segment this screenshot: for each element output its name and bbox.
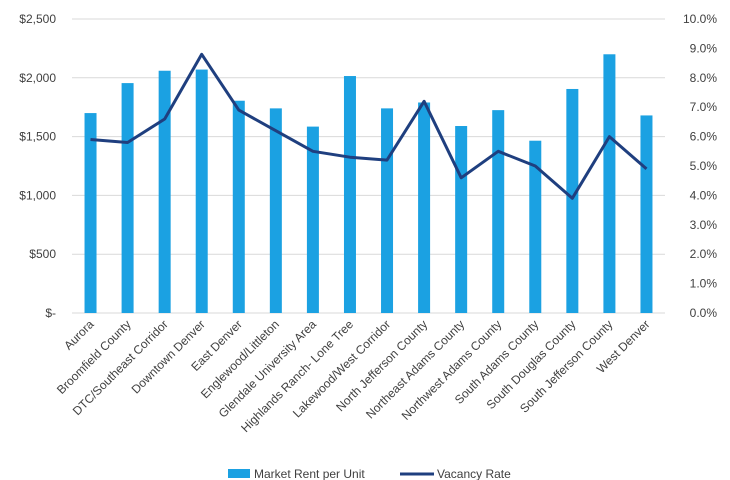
rent-bar [381,108,394,313]
rent-bar [84,113,97,313]
right-tick-label: 1.0% [690,277,718,291]
right-tick-label: 4.0% [690,188,718,202]
legend-label-vacancy: Vacancy Rate [437,467,511,480]
category-label: Aurora [61,317,97,353]
right-tick-label: 3.0% [690,218,718,232]
rent-bar [566,88,579,313]
rent-bar [195,69,208,314]
rent-bar [343,76,356,313]
rent-bar [306,126,319,313]
legend-label-rent: Market Rent per Unit [254,467,365,480]
rent-bar [603,54,616,313]
rent-bar [418,102,431,313]
right-tick-label: 10.0% [683,12,717,26]
rent-bar [121,83,134,313]
right-tick-label: 2.0% [690,247,718,261]
legend: Market Rent per Unit Vacancy Rate [228,467,511,480]
left-tick-label: $1,000 [19,188,56,202]
rent-bar [492,110,505,313]
vacancy-line [90,52,648,200]
left-tick-label: $2,500 [19,12,56,26]
rent-bar [529,140,542,313]
right-axis-ticks: 0.0% 1.0% 2.0% 3.0% 4.0% 5.0% 6.0% 7.0% 8.0% 9.0%… [683,12,717,320]
left-tick-label: $1,500 [19,130,56,144]
rent-bars [84,54,653,314]
left-tick-label: $- [45,306,56,320]
rent-bar [269,108,282,313]
rent-bar [455,126,468,314]
rent-bar [232,100,245,314]
right-tick-label: 6.0% [690,130,718,144]
right-tick-label: 7.0% [690,100,718,114]
right-tick-label: 9.0% [690,41,718,55]
gridlines [72,18,665,314]
left-axis-ticks: $- $500 $1,000 $1,500 $2,000 $2,500 [19,12,56,320]
right-tick-label: 8.0% [690,71,718,85]
rent-bar [640,115,653,313]
legend-swatch-rent [228,469,250,478]
left-tick-label: $500 [29,247,56,261]
right-tick-label: 0.0% [690,306,718,320]
left-tick-label: $2,000 [19,71,56,85]
vacancy-rate-line [90,52,648,200]
rent-bar [158,70,171,313]
right-tick-label: 5.0% [690,159,718,173]
